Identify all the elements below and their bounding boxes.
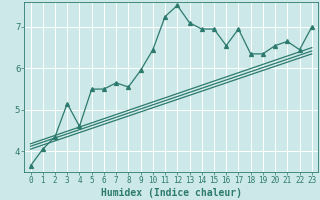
X-axis label: Humidex (Indice chaleur): Humidex (Indice chaleur) — [101, 188, 242, 198]
